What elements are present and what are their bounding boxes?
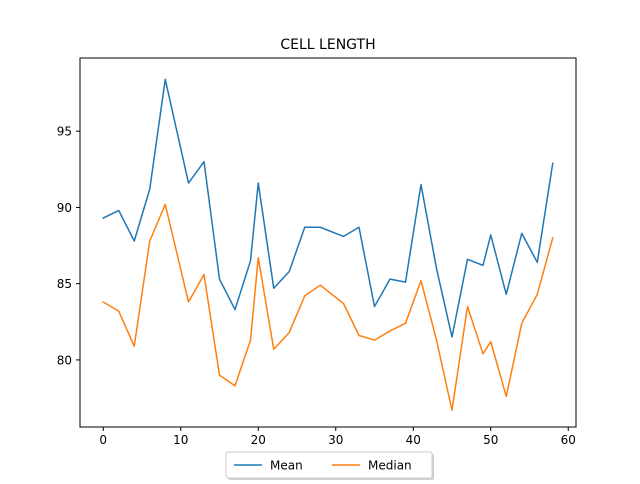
chart-title: CELL LENGTH bbox=[280, 37, 375, 53]
plot-area bbox=[80, 58, 576, 427]
x-tick-label: 60 bbox=[561, 433, 576, 447]
x-tick-label: 0 bbox=[99, 433, 107, 447]
y-tick-label: 90 bbox=[57, 201, 72, 215]
legend: Mean Median bbox=[226, 452, 434, 480]
x-tick-label: 40 bbox=[406, 433, 421, 447]
x-tick-label: 10 bbox=[173, 433, 188, 447]
y-tick-label: 95 bbox=[57, 125, 72, 139]
x-tick-label: 30 bbox=[328, 433, 343, 447]
y-tick-label: 85 bbox=[57, 277, 72, 291]
legend-label-mean: Mean bbox=[270, 459, 303, 473]
x-tick-label: 20 bbox=[251, 433, 266, 447]
y-tick-label: 80 bbox=[57, 353, 72, 367]
x-tick-label: 50 bbox=[483, 433, 498, 447]
legend-label-median: Median bbox=[368, 459, 412, 473]
